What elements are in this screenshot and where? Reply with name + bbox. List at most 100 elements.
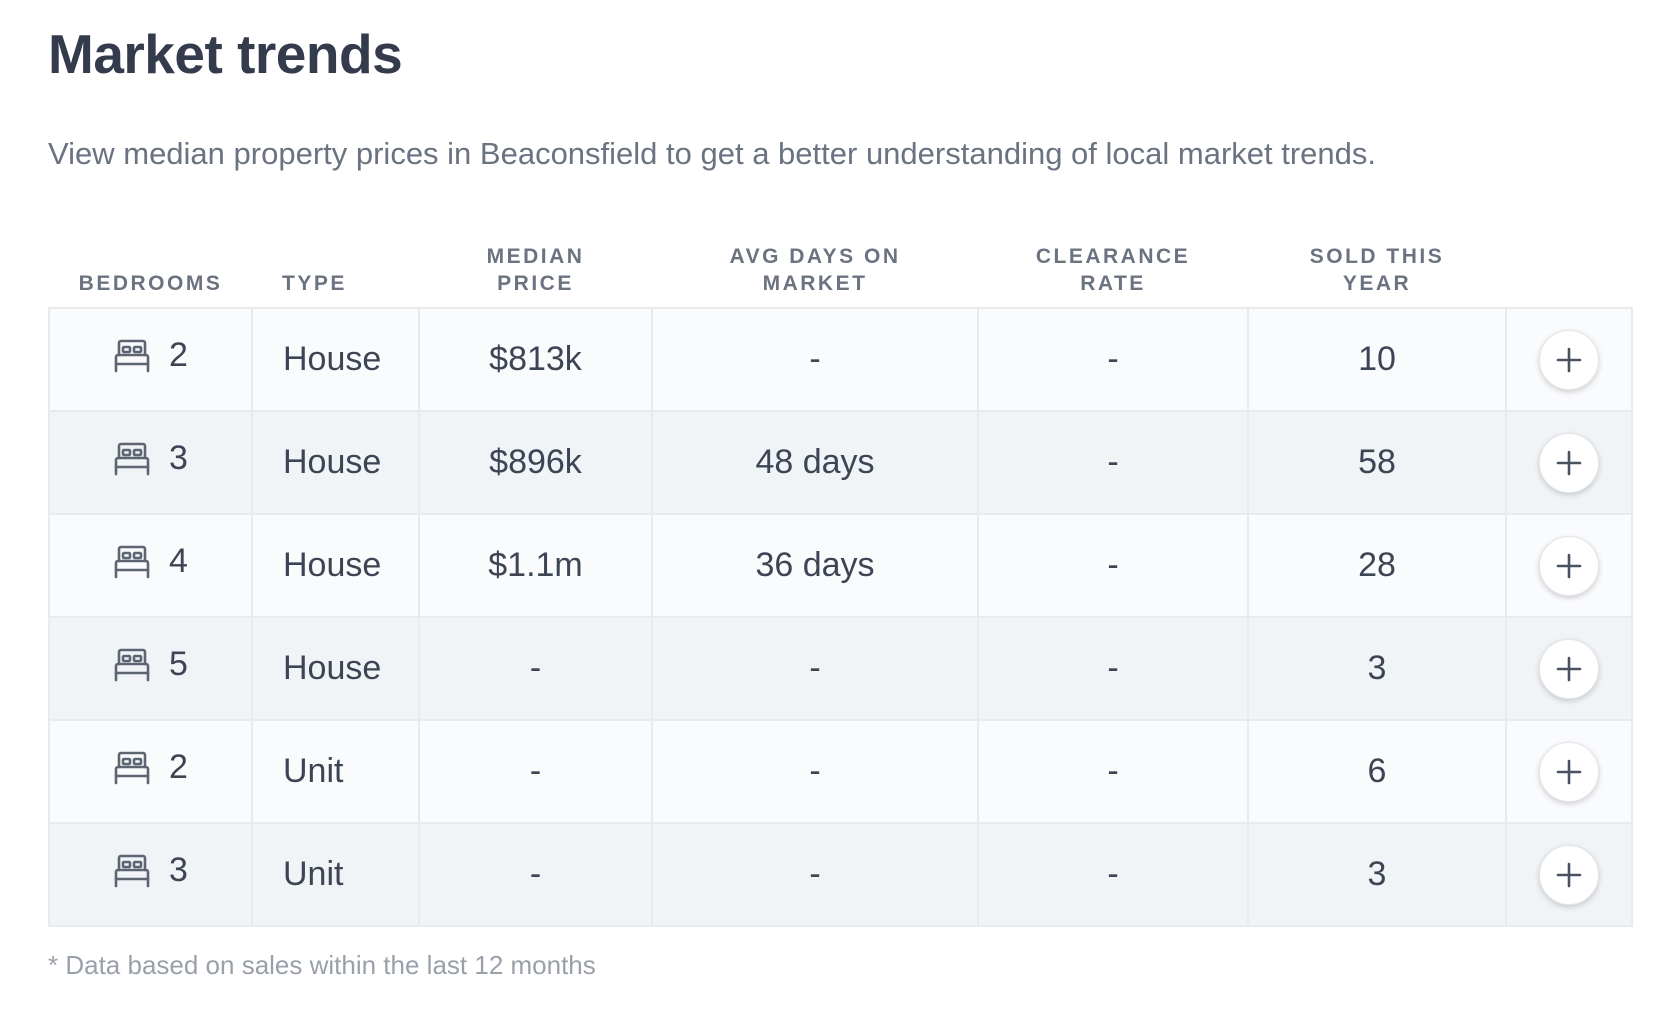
- header-median-price-line-2: PRICE: [497, 272, 574, 295]
- cell-median-price: -: [418, 616, 653, 721]
- header-clearance-rate-line-1: CLEARANCE: [1035, 245, 1191, 268]
- expand-row-button[interactable]: [1539, 741, 1599, 802]
- table-row: 2 Unit - - - 6: [48, 719, 1633, 824]
- market-trends-table: BEDROOMS TYPE MEDIAN PRICE AVG DAYS ON M…: [48, 214, 1633, 927]
- cell-avg-days: -: [651, 822, 979, 927]
- cell-clearance-rate: -: [977, 822, 1249, 927]
- page-subtitle: View median property prices in Beaconsfi…: [48, 136, 1377, 171]
- cell-clearance-rate: -: [977, 513, 1249, 618]
- cell-expand: [1505, 822, 1633, 927]
- header-median-price: MEDIAN PRICE: [419, 214, 652, 308]
- header-sold-this-year-line-1: SOLD THIS: [1309, 245, 1445, 268]
- header-row: BEDROOMS TYPE MEDIAN PRICE AVG DAYS ON M…: [49, 214, 1632, 308]
- cell-median-price: -: [418, 822, 653, 927]
- cell-expand: [1505, 410, 1633, 515]
- expand-row-button[interactable]: [1539, 329, 1599, 390]
- header-avg-days-line-2: MARKET: [762, 272, 868, 295]
- header-avg-days-line-1: AVG DAYS ON: [729, 245, 901, 268]
- bed-icon: [114, 545, 150, 579]
- plus-icon: [1556, 450, 1582, 475]
- cell-expand: [1505, 307, 1633, 412]
- cell-expand: [1505, 616, 1633, 721]
- plus-icon: [1556, 347, 1582, 372]
- table-body: 2 House $813k - - 10: [48, 307, 1633, 927]
- bedrooms-count: 3: [169, 851, 188, 890]
- expand-row-button[interactable]: [1539, 535, 1599, 596]
- bedrooms-count: 2: [169, 748, 188, 787]
- cell-sold-this-year: 10: [1247, 307, 1507, 412]
- cell-clearance-rate: -: [977, 719, 1249, 824]
- cell-avg-days: 48 days: [651, 410, 979, 515]
- cell-clearance-rate: -: [977, 410, 1249, 515]
- header-median-price-line-1: MEDIAN: [486, 245, 585, 268]
- cell-bedrooms: 2: [48, 719, 253, 824]
- cell-bedrooms: 3: [48, 822, 253, 927]
- table-row: 2 House $813k - - 10: [48, 307, 1633, 412]
- bedrooms-group: 2: [113, 748, 188, 787]
- bedrooms-group: 5: [113, 645, 188, 684]
- header-bedrooms: BEDROOMS: [49, 214, 252, 308]
- plus-icon: [1556, 759, 1582, 784]
- bedrooms-count: 2: [169, 336, 188, 375]
- plus-icon: [1556, 656, 1582, 681]
- cell-type: House: [251, 616, 420, 721]
- header-avg-days: AVG DAYS ON MARKET: [652, 214, 978, 308]
- cell-avg-days: -: [651, 616, 979, 721]
- cell-avg-days: -: [651, 719, 979, 824]
- cell-type: Unit: [251, 719, 420, 824]
- header-bedrooms-line-1: BEDROOMS: [78, 272, 223, 295]
- cell-avg-days: 36 days: [651, 513, 979, 618]
- cell-median-price: $896k: [418, 410, 653, 515]
- cell-sold-this-year: 3: [1247, 822, 1507, 927]
- cell-sold-this-year: 28: [1247, 513, 1507, 618]
- expand-row-button[interactable]: [1539, 432, 1599, 493]
- header-actions: [1506, 214, 1632, 308]
- table-header: BEDROOMS TYPE MEDIAN PRICE AVG DAYS ON M…: [49, 214, 1632, 308]
- cell-clearance-rate: -: [977, 616, 1249, 721]
- bedrooms-count: 5: [169, 645, 188, 684]
- bed-icon: [114, 339, 150, 373]
- cell-median-price: $813k: [418, 307, 653, 412]
- cell-expand: [1505, 513, 1633, 618]
- cell-clearance-rate: -: [977, 307, 1249, 412]
- cell-median-price: -: [418, 719, 653, 824]
- bedrooms-group: 2: [113, 336, 188, 375]
- cell-sold-this-year: 58: [1247, 410, 1507, 515]
- plus-icon: [1556, 553, 1582, 578]
- bed-icon: [114, 751, 150, 785]
- bedrooms-group: 4: [113, 542, 188, 581]
- bedrooms-count: 3: [169, 439, 188, 478]
- bed-icon: [114, 854, 150, 888]
- cell-bedrooms: 5: [48, 616, 253, 721]
- header-type: TYPE: [252, 214, 419, 308]
- header-type-line-1: TYPE: [282, 272, 347, 295]
- table-row: 3 House $896k 48 days - 58: [48, 410, 1633, 515]
- cell-bedrooms: 3: [48, 410, 253, 515]
- cell-type: House: [251, 513, 420, 618]
- cell-bedrooms: 2: [48, 307, 253, 412]
- cell-median-price: $1.1m: [418, 513, 653, 618]
- page-title: Market trends: [48, 23, 403, 85]
- cell-type: Unit: [251, 822, 420, 927]
- footnote: * Data based on sales within the last 12…: [48, 950, 596, 980]
- bedrooms-count: 4: [169, 542, 188, 581]
- cell-type: House: [251, 410, 420, 515]
- cell-type: House: [251, 307, 420, 412]
- cell-expand: [1505, 719, 1633, 824]
- bed-icon: [114, 648, 150, 682]
- cell-avg-days: -: [651, 307, 979, 412]
- plus-icon: [1556, 862, 1582, 887]
- header-sold-this-year: SOLD THIS YEAR: [1248, 214, 1506, 308]
- expand-row-button[interactable]: [1539, 638, 1599, 699]
- cell-sold-this-year: 3: [1247, 616, 1507, 721]
- bed-icon: [114, 442, 150, 476]
- table-row: 3 Unit - - - 3: [48, 822, 1633, 927]
- expand-row-button[interactable]: [1539, 844, 1599, 905]
- cell-sold-this-year: 6: [1247, 719, 1507, 824]
- header-sold-this-year-line-2: YEAR: [1342, 272, 1412, 295]
- table-row: 4 House $1.1m 36 days - 28: [48, 513, 1633, 618]
- bedrooms-group: 3: [113, 439, 188, 478]
- cell-bedrooms: 4: [48, 513, 253, 618]
- header-clearance-rate-line-2: RATE: [1080, 272, 1146, 295]
- bedrooms-group: 3: [113, 851, 188, 890]
